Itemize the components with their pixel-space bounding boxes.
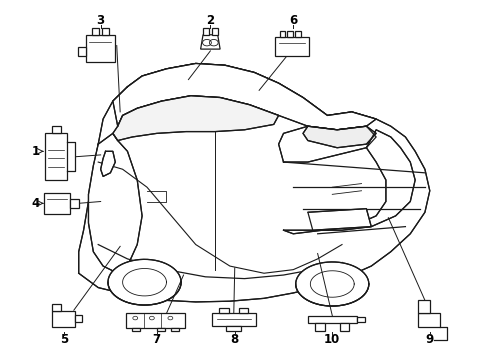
Polygon shape <box>417 313 439 327</box>
Polygon shape <box>279 31 285 37</box>
Polygon shape <box>113 96 278 140</box>
Polygon shape <box>157 328 164 331</box>
Polygon shape <box>283 130 414 234</box>
Polygon shape <box>101 151 115 176</box>
Polygon shape <box>339 323 348 330</box>
Polygon shape <box>295 31 301 37</box>
Polygon shape <box>78 47 85 56</box>
Polygon shape <box>417 300 429 313</box>
Polygon shape <box>113 63 375 130</box>
Polygon shape <box>303 126 375 148</box>
Polygon shape <box>287 31 293 37</box>
Text: 4: 4 <box>32 197 40 210</box>
Polygon shape <box>171 328 179 331</box>
Polygon shape <box>203 28 208 35</box>
Polygon shape <box>92 28 99 35</box>
Polygon shape <box>45 134 66 180</box>
Polygon shape <box>295 262 368 306</box>
Polygon shape <box>43 193 70 214</box>
Text: 7: 7 <box>152 333 161 346</box>
Text: 2: 2 <box>206 14 214 27</box>
Polygon shape <box>52 126 61 134</box>
Text: 1: 1 <box>32 145 40 158</box>
Polygon shape <box>102 28 109 35</box>
Polygon shape <box>108 259 181 305</box>
Polygon shape <box>70 199 79 208</box>
Polygon shape <box>307 209 370 230</box>
Polygon shape <box>132 328 140 331</box>
Polygon shape <box>200 35 220 49</box>
Polygon shape <box>211 28 217 35</box>
Polygon shape <box>75 315 81 321</box>
Text: 6: 6 <box>288 14 297 27</box>
Polygon shape <box>356 317 365 321</box>
Polygon shape <box>274 37 308 56</box>
Polygon shape <box>88 134 142 273</box>
Polygon shape <box>79 63 429 302</box>
Text: 5: 5 <box>60 333 68 346</box>
Text: 8: 8 <box>230 333 238 346</box>
Polygon shape <box>238 308 248 314</box>
Polygon shape <box>315 323 325 330</box>
Polygon shape <box>219 308 228 314</box>
Polygon shape <box>85 35 115 62</box>
Polygon shape <box>278 126 375 162</box>
Polygon shape <box>211 314 255 326</box>
Polygon shape <box>226 326 241 330</box>
Polygon shape <box>307 316 356 323</box>
Polygon shape <box>52 304 61 311</box>
Text: 10: 10 <box>324 333 340 346</box>
Polygon shape <box>52 311 75 327</box>
Text: 9: 9 <box>425 333 433 346</box>
Text: 3: 3 <box>97 14 104 27</box>
Polygon shape <box>126 314 184 328</box>
